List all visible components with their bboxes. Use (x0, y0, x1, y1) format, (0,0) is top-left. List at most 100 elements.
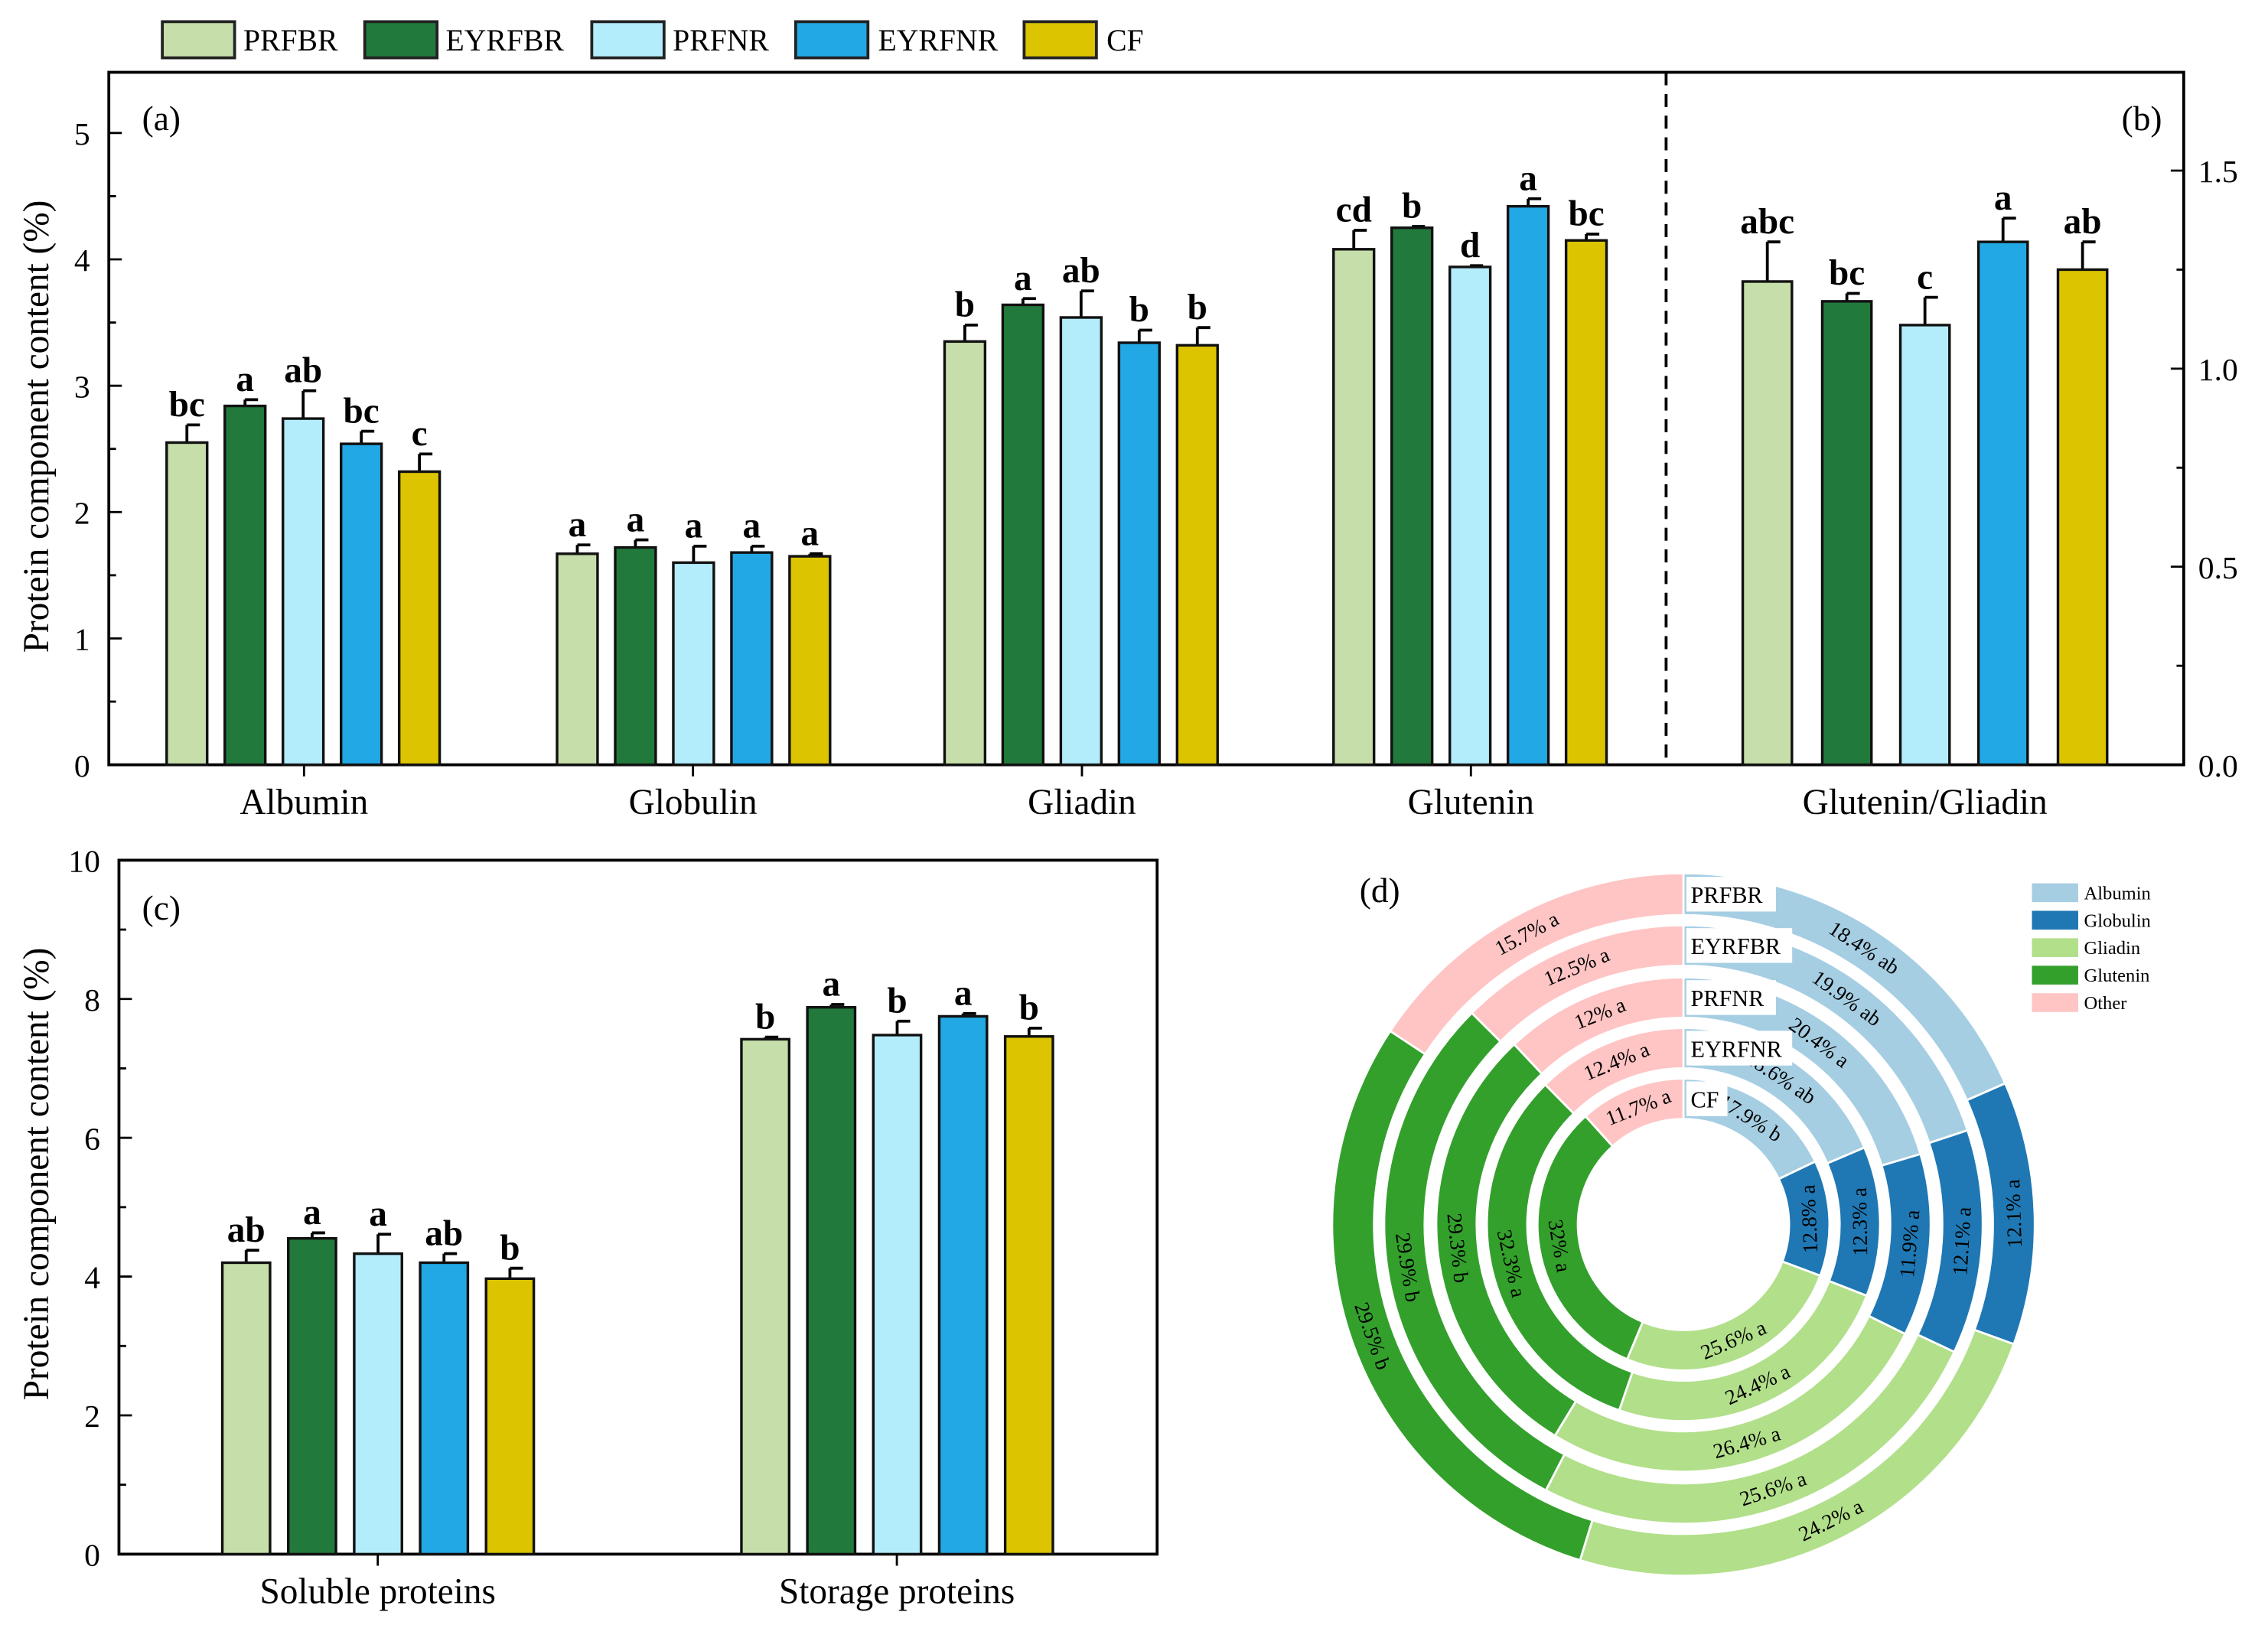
top-legend: PRFBR EYRFBR PRFNR EYRFNR CF (161, 20, 1144, 60)
significance-letter: cd (1336, 191, 1372, 230)
x-category-label: Glutenin (1408, 783, 1534, 822)
significance-letter: ab (284, 350, 322, 390)
panel-label: (d) (1360, 871, 1400, 910)
significance-letter: ab (425, 1213, 463, 1253)
bar-EYRFNR (1506, 204, 1550, 767)
plot-frame (117, 858, 1159, 1556)
bar-PRFBR (740, 1037, 791, 1556)
legend-swatch-CF (1022, 20, 1098, 60)
significance-letter: ab (1062, 251, 1100, 291)
significance-letter: a (369, 1194, 387, 1234)
bar-PRFNR (1898, 324, 1951, 767)
significance-letter: d (1460, 226, 1480, 265)
legend-swatch-EYRFNR (793, 20, 870, 60)
segment-label: 12.8% a (1796, 1184, 1822, 1254)
legend-label: PRFBR (243, 24, 338, 57)
significance-letter: a (954, 973, 973, 1013)
significance-letter: a (801, 513, 820, 553)
significance-letter: ab (2064, 202, 2102, 242)
pie-legend-label: Other (2084, 993, 2127, 1014)
bar-EYRFBR (806, 1005, 857, 1556)
x-category-label: Gliadin (1028, 783, 1136, 822)
bar-CF (1564, 239, 1608, 767)
ring-segment-CF-Glutenin (1536, 1114, 1644, 1361)
ring-label-bg (1686, 1031, 1793, 1066)
significance-letter: bc (169, 385, 205, 425)
y2-tick-label: 1.0 (2198, 352, 2238, 387)
x-category-label: Storage proteins (779, 1572, 1015, 1612)
ring-label: EYRFNR (1691, 1036, 1783, 1062)
significance-letter: b (1188, 288, 1207, 327)
legend-swatch-PRFBR (161, 20, 236, 60)
ring-segment-PRFNR-Other (1512, 976, 1685, 1076)
significance-letter: a (822, 965, 840, 1005)
y-tick-label: 0 (74, 748, 90, 783)
significance-letter: b (1402, 187, 1422, 226)
y-tick-label: 1 (74, 622, 90, 657)
panel-a-b: 0 1 2 3 4 5 0.0 0.5 1.0 1.5 Protein component cont… (17, 70, 2238, 822)
y-tick-label: 4 (74, 243, 90, 278)
bar-EYRFNR (419, 1261, 470, 1556)
legend-label: CF (1106, 24, 1144, 57)
bar-PRFNR (282, 417, 325, 767)
ring-label: PRFNR (1691, 985, 1765, 1011)
y-tick-label: 2 (84, 1399, 100, 1434)
bar-EYRFBR (287, 1236, 337, 1556)
bar-CF (397, 470, 442, 767)
segment-label: 11.9% a (1895, 1209, 1924, 1278)
pie-legend-swatch-Albumin (2032, 883, 2078, 903)
y-axis-title: Protein component content (%) (17, 948, 57, 1401)
ring-segment-PRFBR-Other (1388, 871, 1685, 1056)
y2-tick-label: 1.5 (2198, 154, 2238, 189)
panel-label: (b) (2122, 99, 2162, 138)
bar-EYRFNR (1117, 341, 1161, 767)
ring-segment-EYRFBR-Other (1470, 923, 1685, 1044)
significance-letter: a (569, 505, 587, 545)
significance-letter: a (236, 360, 254, 399)
ring-label: CF (1691, 1086, 1719, 1112)
panel-label: (a) (142, 99, 181, 138)
significance-letter: a (627, 500, 645, 539)
significance-letter: bc (1829, 253, 1865, 293)
y2-tick-label: 0.0 (2198, 748, 2238, 783)
pie-legend-label: Globulin (2084, 910, 2151, 931)
bar-EYRFBR (223, 404, 267, 767)
significance-letter: b (955, 285, 975, 325)
ring-label: PRFBR (1691, 882, 1764, 908)
bar-PRFNR (353, 1252, 403, 1556)
y-tick-label: 5 (74, 116, 90, 151)
significance-letter: a (1014, 259, 1032, 298)
bar-EYRFNR (937, 1014, 989, 1556)
y-tick-label: 10 (68, 843, 100, 878)
bar-PRFBR (943, 340, 987, 767)
pie-legend-swatch-Gliadin (2032, 938, 2078, 957)
bar-PRFNR (672, 561, 715, 767)
legend-label: EYRFBR (446, 24, 565, 57)
significance-letter: a (743, 506, 761, 546)
y2-tick-label: 0.5 (2198, 550, 2238, 585)
significance-letter: a (1994, 178, 2012, 218)
legend-label: EYRFNR (878, 24, 999, 57)
significance-letter: b (1019, 988, 1039, 1028)
y-axis-title: Protein component content (%) (17, 200, 57, 653)
significance-letter: b (500, 1228, 520, 1268)
bar-CF (1003, 1035, 1054, 1556)
pie-legend-swatch-Other (2032, 993, 2078, 1012)
pie-legend-swatch-Glutenin (2032, 966, 2078, 985)
significance-letter: a (685, 506, 703, 546)
y-tick-label: 8 (84, 982, 100, 1018)
pie-legend-label: Gliadin (2084, 938, 2141, 959)
segment-label: 12.1% a (1948, 1207, 1975, 1276)
x-category-label: Albumin (240, 783, 368, 822)
segment-label: 12.1% a (2001, 1179, 2026, 1249)
legend-swatch-EYRFBR (363, 20, 439, 60)
bar-PRFNR (1059, 316, 1103, 767)
ring-label: EYRFBR (1691, 933, 1781, 959)
bar-CF (788, 555, 832, 767)
significance-letter: bc (344, 391, 380, 431)
y-tick-label: 6 (84, 1121, 100, 1156)
significance-letter: b (887, 981, 907, 1021)
bar-EYRFBR (1001, 303, 1045, 767)
bar-EYRFNR (1976, 240, 2029, 767)
